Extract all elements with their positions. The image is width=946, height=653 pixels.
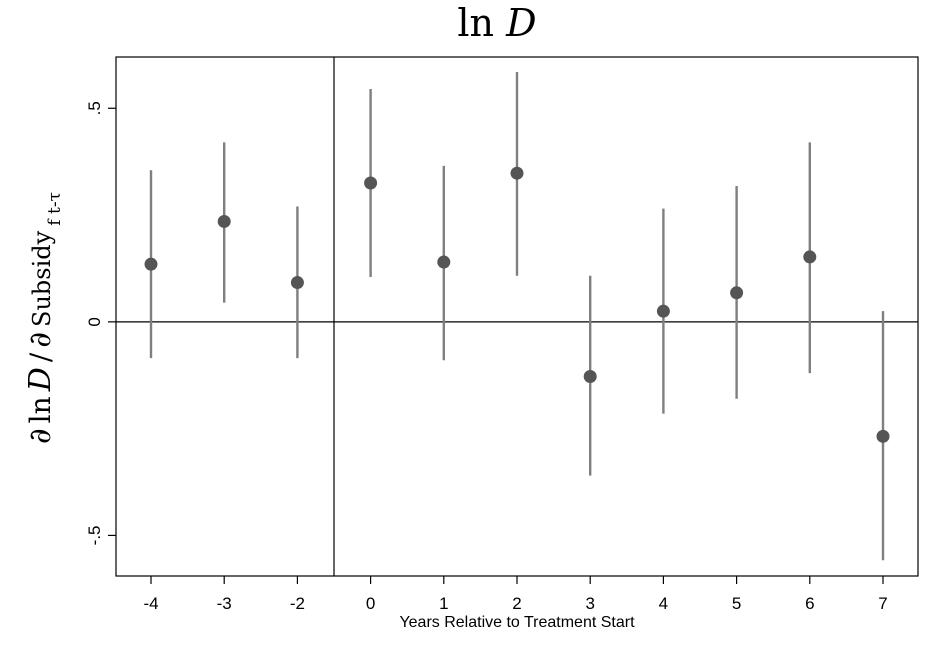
ylabel-word: Subsidy [28,230,56,327]
y-axis-label: ∂ ln D / ∂ Subsidy f t-τ [23,192,65,444]
point-estimate [730,286,744,300]
x-tick-label: -4 [143,594,158,613]
point-estimate [656,304,670,318]
point-estimate [217,214,231,228]
x-tick-label: 4 [659,594,668,613]
ylabel-partial2: ∂ [23,332,58,348]
ylabel-slash: / [24,352,57,362]
x-axis-label: Years Relative to Treatment Start [399,614,635,631]
ylabel-partial: ∂ [23,428,58,444]
x-tick-label: 0 [366,594,375,613]
ylabel-subscript: f t-τ [45,192,65,226]
x-axis: -4 -3 -2 0 1 2 3 4 5 6 7 [143,576,888,613]
chart-title-var: D [505,1,536,45]
x-tick-label: -2 [290,594,305,613]
x-tick-label: -3 [217,594,232,613]
chart-title: ln D [457,1,536,45]
y-tick-label: .5 [85,101,104,115]
y-tick-label: -.5 [85,525,104,545]
chart-title-ln: ln [457,1,494,45]
point-estimate [876,429,890,443]
point-estimate [583,370,597,384]
point-estimate [144,257,158,271]
point-estimate [437,255,451,269]
x-tick-label: 1 [439,594,448,613]
x-tick-label: 3 [585,594,594,613]
ylabel-ln: ln [24,396,57,423]
ylabel-var: D [23,367,58,392]
x-tick-label: 6 [805,594,814,613]
x-tick-label: 7 [878,594,887,613]
point-estimate [290,276,304,290]
point-estimate [364,176,378,190]
reference-lines [116,57,918,576]
y-tick-label: 0 [85,317,104,326]
point-estimates [144,71,890,561]
y-axis: .5 0 -.5 [85,101,116,545]
point-estimate [803,250,817,264]
x-tick-label: 5 [732,594,741,613]
point-estimate [510,166,524,180]
x-tick-label: 2 [512,594,521,613]
